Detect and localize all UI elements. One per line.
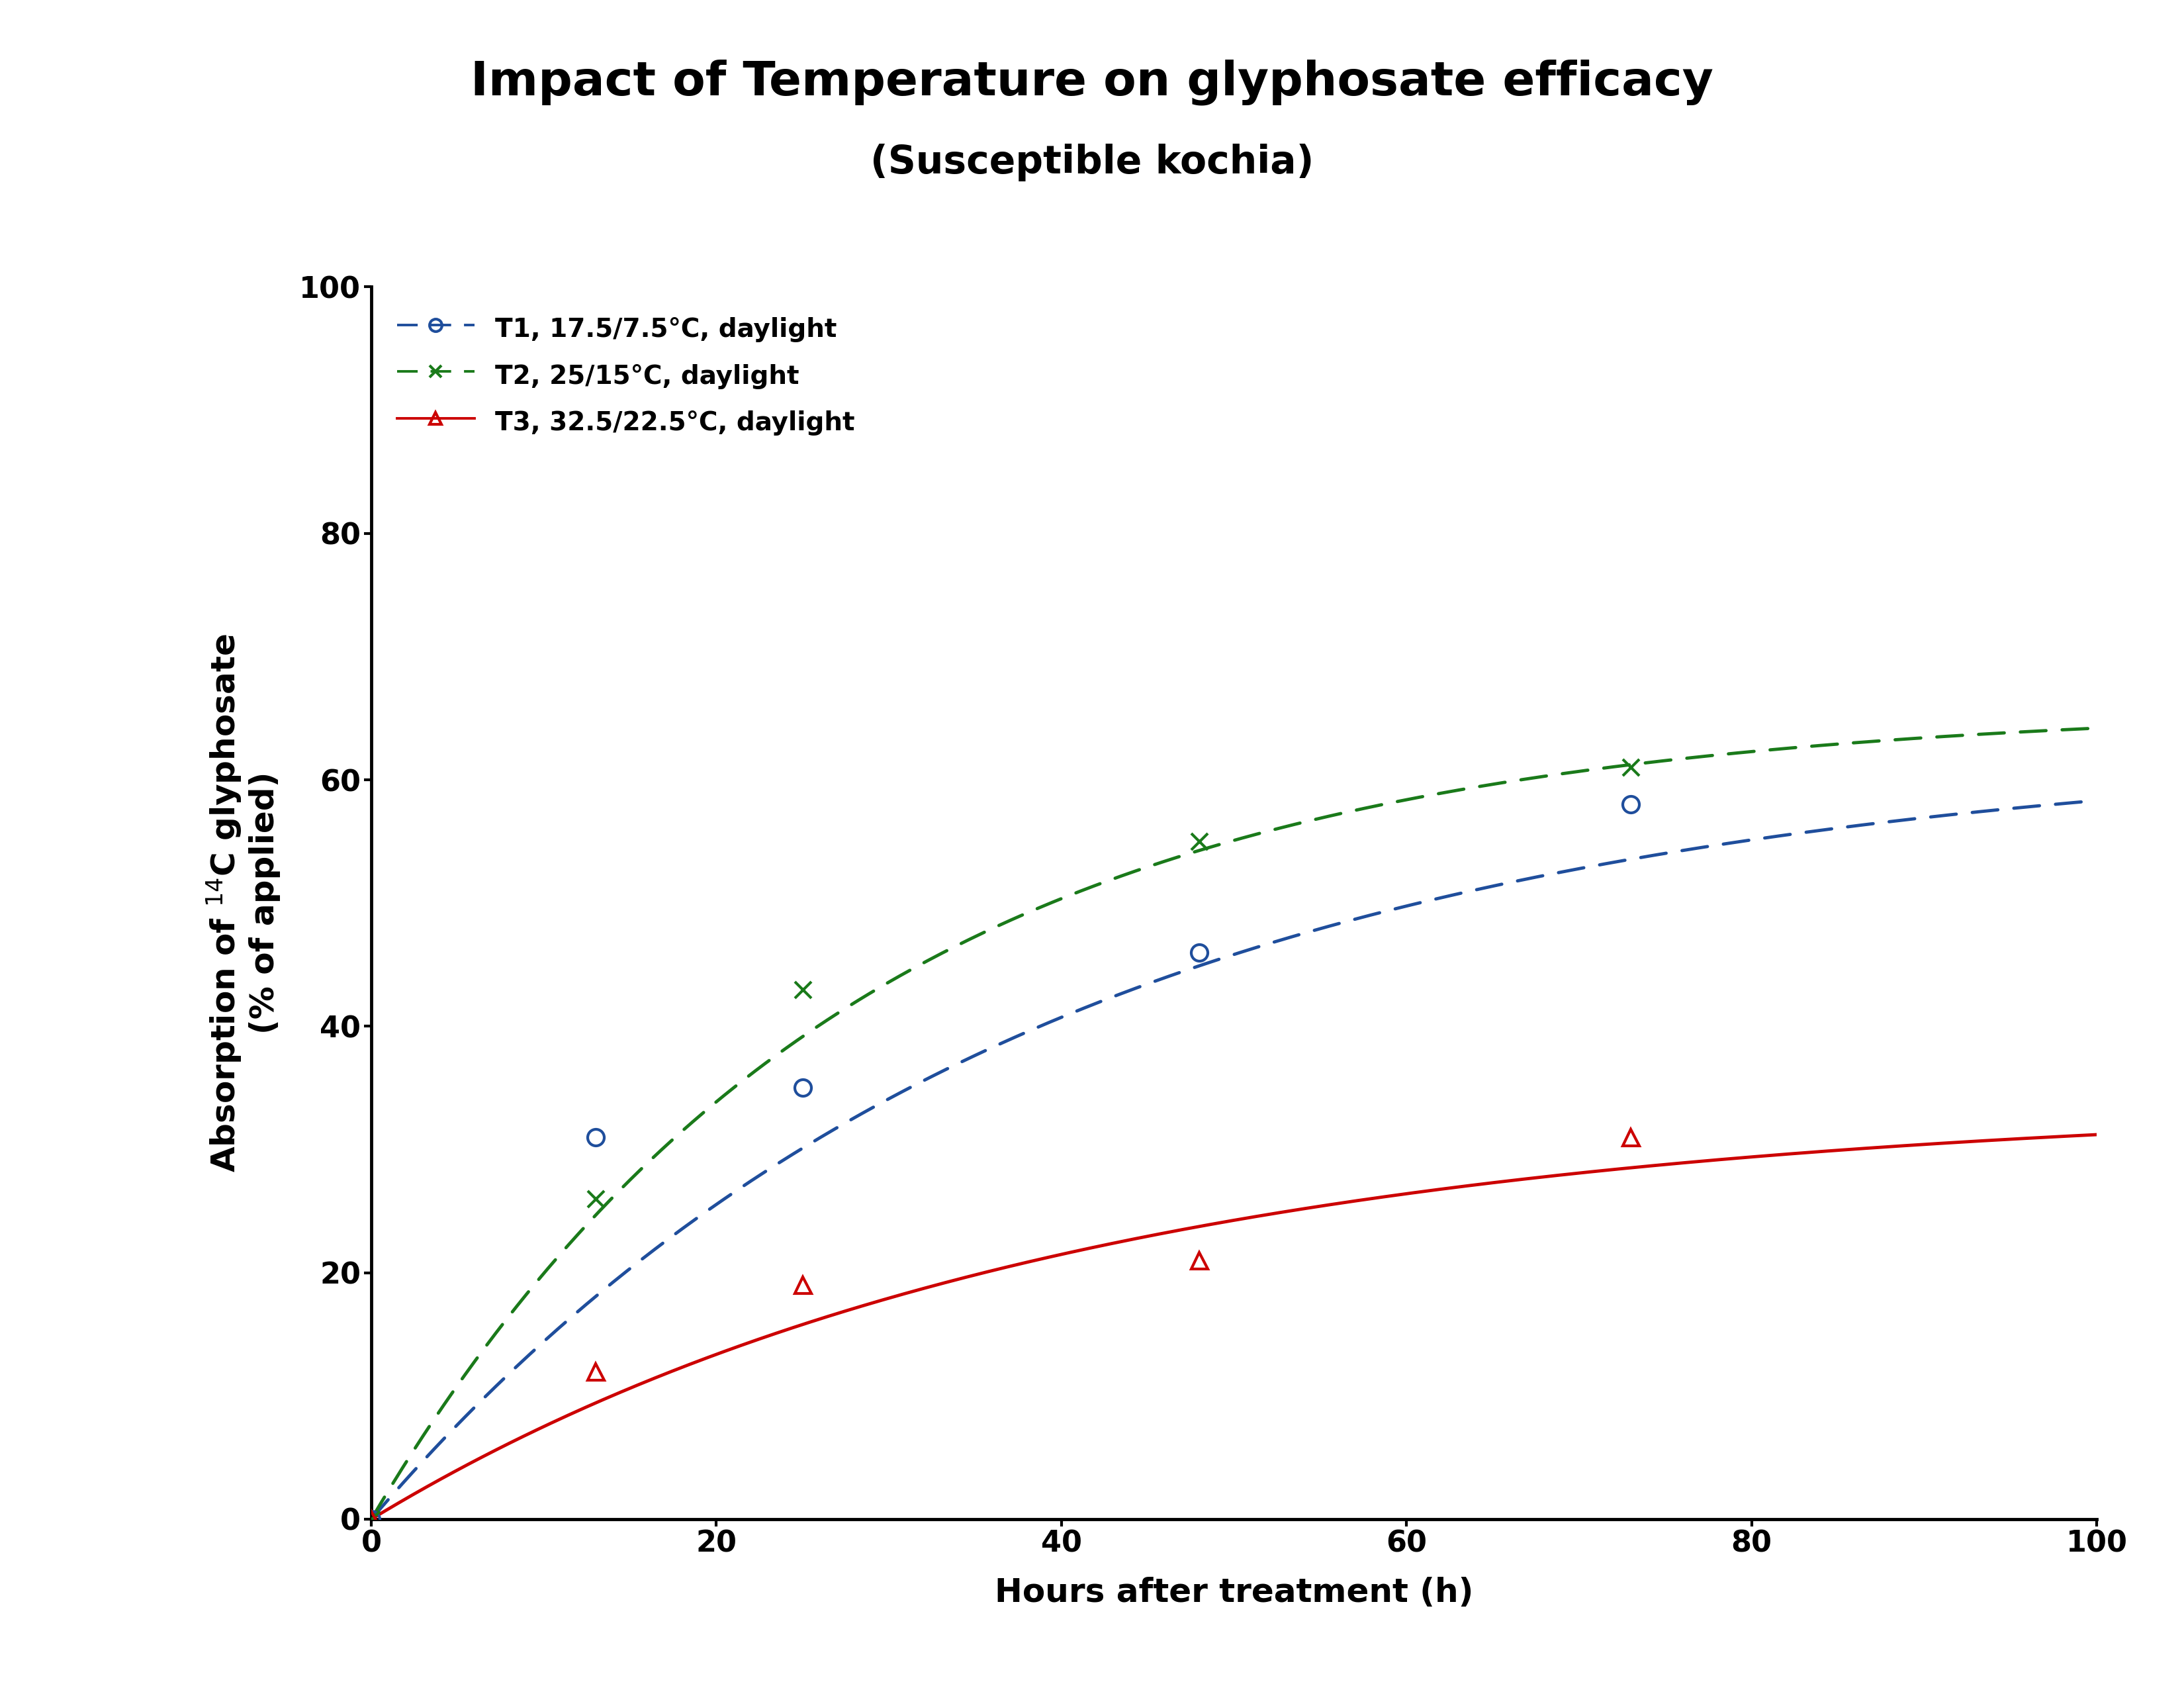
Text: Impact of Temperature on glyphosate efficacy: Impact of Temperature on glyphosate effi… <box>470 59 1714 105</box>
Y-axis label: Absorption of $^{14}$C glyphosate
(% of applied): Absorption of $^{14}$C glyphosate (% of … <box>205 633 282 1173</box>
X-axis label: Hours after treatment (h): Hours after treatment (h) <box>994 1577 1474 1609</box>
Text: (Susceptible kochia): (Susceptible kochia) <box>869 143 1315 181</box>
Legend: T1, 17.5/7.5°C, daylight, T2, 25/15°C, daylight, T3, 32.5/22.5°C, daylight: T1, 17.5/7.5°C, daylight, T2, 25/15°C, d… <box>384 300 867 451</box>
